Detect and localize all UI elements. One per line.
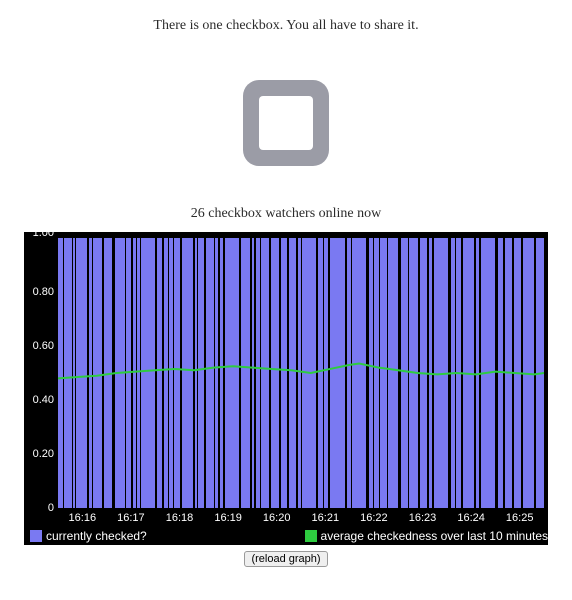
chart-legend: currently checked? average checkedness o… [24,526,548,545]
x-tick-label: 16:24 [457,512,485,524]
x-axis: 16:16 16:17 16:18 16:19 16:20 16:21 16:22 16:23… [58,508,544,526]
reload-row: (reload graph) [0,545,572,581]
x-tick-label: 16:16 [69,512,97,524]
page-root: There is one checkbox. You all have to s… [0,0,572,581]
x-tick-label: 16:25 [506,512,534,524]
the-checkbox[interactable] [243,80,329,166]
checkbox-container [0,34,572,206]
y-tick-label: 0 [48,502,54,514]
y-tick-label: 0.60 [33,340,54,352]
x-tick-label: 16:23 [409,512,437,524]
y-tick-label: 1.00 [33,227,54,239]
x-tick-label: 16:21 [312,512,340,524]
tagline-text: There is one checkbox. You all have to s… [0,0,572,34]
chart-plot-area: 00.200.400.600.801.00 16:1616:1716:1816:… [24,232,548,526]
plot-region [58,238,544,508]
y-tick-label: 0.80 [33,286,54,298]
reload-graph-button[interactable]: (reload graph) [244,551,327,567]
chart-frame: 00.200.400.600.801.00 16:1616:1716:1816:… [24,232,548,545]
x-tick-label: 16:22 [360,512,388,524]
x-tick-label: 16:20 [263,512,291,524]
legend-swatch-avg [305,530,317,542]
y-tick-label: 0.40 [33,394,54,406]
avg-line-layer [58,238,544,508]
legend-label-avg: average checkedness over last 10 minutes [321,529,548,543]
legend-swatch-checked [30,530,42,542]
legend-label-checked: currently checked? [46,529,147,543]
x-tick-label: 16:18 [166,512,194,524]
y-axis: 00.200.400.600.801.00 [24,238,58,508]
watchers-count-text: 26 checkbox watchers online now [0,206,572,232]
x-tick-label: 16:17 [117,512,145,524]
y-tick-label: 0.20 [33,448,54,460]
x-tick-label: 16:19 [214,512,242,524]
